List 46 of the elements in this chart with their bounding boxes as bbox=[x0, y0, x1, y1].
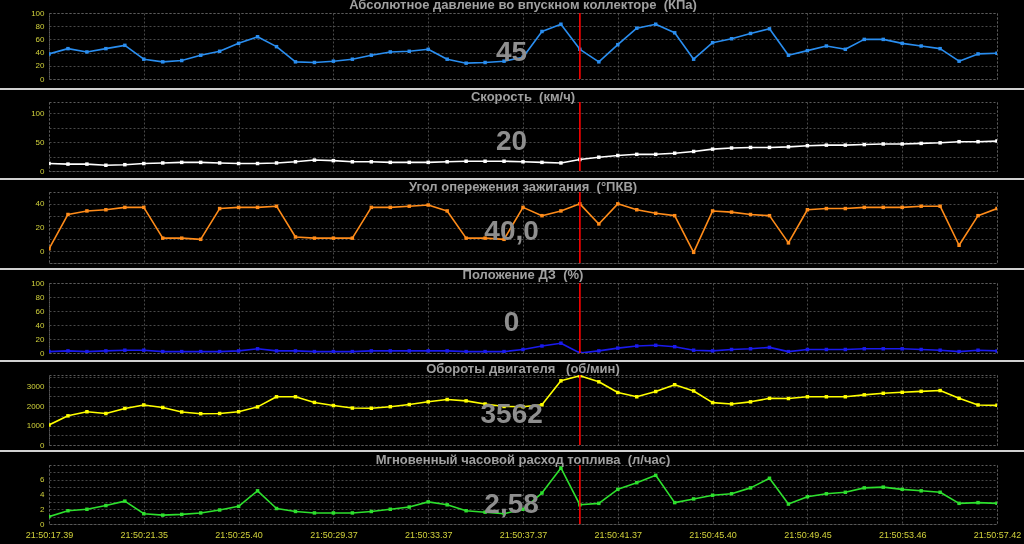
y-tick-label: 20 bbox=[35, 61, 46, 71]
x-tick-label: 21:50:21.35 bbox=[120, 529, 169, 540]
annotation: 20 bbox=[496, 125, 528, 156]
y-tick-label: 100 bbox=[31, 278, 46, 288]
annotation: 3562 bbox=[480, 398, 543, 429]
x-tick-label: 21:50:17.39 bbox=[25, 529, 74, 540]
y-tick-label: 60 bbox=[35, 306, 46, 316]
x-tick-label: 21:50:25.40 bbox=[215, 529, 263, 540]
y-tick-label: 0 bbox=[40, 440, 46, 450]
chart-title: Мгновенный часовой расход топлива (л/час) bbox=[375, 452, 671, 468]
x-tick-label: 21:50:41.37 bbox=[594, 529, 643, 540]
y-tick-label: 100 bbox=[31, 8, 46, 18]
annotation: 0 bbox=[503, 306, 520, 337]
y-tick-label: 80 bbox=[35, 292, 46, 302]
x-tick-label: 21:50:53.46 bbox=[878, 529, 927, 540]
y-tick-label: 0 bbox=[40, 348, 46, 358]
y-tick-label: 4 bbox=[40, 490, 46, 499]
x-tick-label: 21:50:57.42 bbox=[973, 529, 1022, 540]
y-tick-label: 20 bbox=[35, 334, 46, 344]
x-tick-label: 21:50:49.45 bbox=[784, 529, 832, 540]
y-tick-label: 2000 bbox=[26, 401, 46, 411]
chart-title: Положение ДЗ (%) bbox=[462, 267, 584, 282]
x-tick-label: 21:50:37.37 bbox=[499, 529, 548, 540]
y-tick-label: 60 bbox=[35, 34, 46, 44]
x-tick-label: 21:50:33.37 bbox=[404, 529, 453, 540]
y-tick-label: 100 bbox=[31, 109, 46, 118]
y-tick-label: 40 bbox=[35, 320, 46, 330]
y-tick-label: 1000 bbox=[26, 421, 46, 431]
chart-title: Скорость (км/ч) bbox=[470, 89, 576, 105]
y-tick-label: 80 bbox=[35, 21, 46, 31]
y-tick-label: 0 bbox=[40, 519, 46, 529]
y-tick-label: 0 bbox=[40, 246, 46, 256]
y-tick-label: 20 bbox=[35, 223, 46, 232]
y-tick-label: 2 bbox=[40, 504, 46, 514]
chart-title: Обороты двигателя (об/мин) bbox=[426, 360, 620, 376]
chart-title: Угол опережения зажигания (°ПКВ) bbox=[408, 179, 638, 195]
y-tick-label: 0 bbox=[40, 74, 46, 84]
x-tick-label: 21:50:45.40 bbox=[689, 529, 737, 540]
y-tick-label: 6 bbox=[40, 475, 46, 485]
y-tick-label: 50 bbox=[35, 137, 46, 147]
x-tick-label: 21:50:29.37 bbox=[310, 529, 358, 540]
y-tick-label: 3000 bbox=[26, 382, 46, 392]
chart-title: Абсолютное давление во впускном коллекторе (КПа) bbox=[349, 0, 697, 12]
y-tick-label: 40 bbox=[35, 199, 46, 209]
y-tick-label: 0 bbox=[40, 166, 46, 176]
y-tick-label: 40 bbox=[35, 48, 46, 58]
